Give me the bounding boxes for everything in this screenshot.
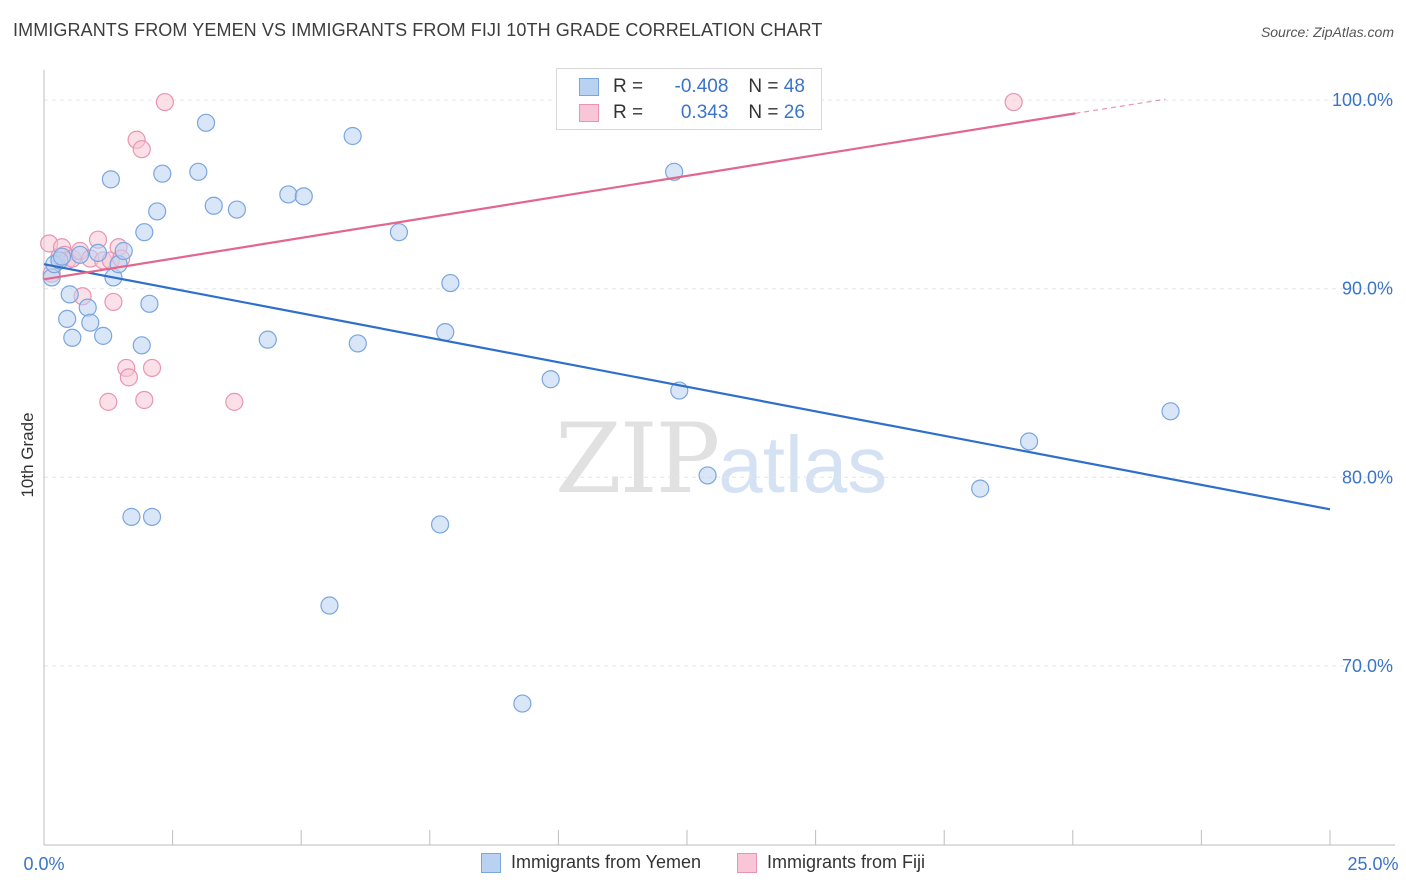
yemen-point (258, 330, 277, 349)
yemen-point (971, 479, 990, 498)
fiji-n-value: 26 (783, 102, 805, 123)
fiji-n-label: N = (748, 102, 779, 123)
yemen-point (513, 694, 532, 713)
fiji-trend-line (43, 112, 1076, 281)
yemen-trend-line (43, 263, 1331, 511)
yemen-point (142, 507, 162, 526)
fiji-point (142, 358, 162, 378)
yemen-point (81, 313, 100, 332)
yemen-n-value: 48 (783, 76, 805, 97)
legend-item-yemen: Immigrants from Yemen (480, 852, 702, 873)
watermark-atlas: atlas (718, 420, 888, 509)
yemen-point (153, 164, 172, 183)
watermark-zip: ZIP (555, 403, 720, 515)
yemen-point (294, 187, 313, 206)
yemen-point (441, 273, 460, 293)
yemen-point (88, 243, 108, 263)
watermark: ZIPatlas (555, 403, 887, 515)
fiji-point (99, 392, 118, 411)
fiji-point (119, 368, 138, 387)
axes (43, 70, 1395, 846)
yemen-point (320, 596, 339, 615)
yemen-point (63, 328, 82, 347)
stats-row-fiji: R = 0.343 N = 26 (579, 101, 805, 125)
fiji-point (104, 292, 123, 312)
yemen-point (204, 196, 223, 215)
trend-lines (43, 98, 1331, 511)
yemen-point (132, 336, 151, 355)
yemen-point (135, 223, 154, 242)
yemen-n-label: N = (748, 76, 779, 97)
fiji-r-value: 0.343 (680, 102, 729, 123)
y-tick-label: 100.0% (1332, 90, 1393, 110)
yemen-point (1161, 402, 1180, 421)
x-tick-label-min: 0.0% (23, 854, 64, 874)
fiji-trend-extension (1075, 98, 1166, 114)
legend-item-fiji: Immigrants from Fiji (737, 852, 925, 873)
series-legend: Immigrants from Yemen Immigrants from Fi… (0, 852, 1406, 873)
yemen-swatch (579, 78, 599, 96)
fiji-r-label: R = (613, 102, 644, 123)
fiji-point (132, 140, 151, 159)
yemen-point (227, 200, 246, 219)
yemen-point (70, 245, 90, 264)
grid-lines (44, 99, 1395, 667)
yemen-r-label: R = (613, 76, 644, 97)
y-tick-label: 70.0% (1342, 656, 1393, 676)
y-tick-label: 90.0% (1342, 279, 1393, 299)
fiji-swatch (579, 104, 599, 122)
yemen-point (140, 294, 159, 313)
legend-swatch-fiji (737, 852, 758, 873)
yemen-point (189, 162, 208, 181)
yemen-point (114, 241, 133, 261)
stats-legend: R = -0.408 N = 48 R = 0.343 N = 26 (556, 68, 822, 130)
fiji-point (135, 390, 154, 410)
tick-labels: 100.0% 90.0% 80.0% 70.0% 0.0% 25.0% (23, 90, 1398, 874)
yemen-point (148, 202, 167, 221)
yemen-point (58, 309, 77, 329)
yemen-point (1019, 432, 1039, 451)
fiji-point (155, 92, 174, 112)
yemen-point (389, 223, 409, 242)
legend-label-yemen: Immigrants from Yemen (510, 852, 702, 872)
yemen-point (78, 298, 97, 317)
y-tick-label: 80.0% (1342, 467, 1393, 487)
x-tick-label-max: 25.0% (1347, 854, 1398, 874)
fiji-point (1004, 92, 1023, 112)
yemen-point (52, 247, 72, 266)
yemen-point (196, 113, 216, 132)
yemen-point (436, 323, 455, 342)
stats-row-yemen: R = -0.408 N = 48 (579, 75, 805, 99)
source-label: Source: ZipAtlas.com (1260, 24, 1394, 40)
legend-label-fiji: Immigrants from Fiji (767, 852, 926, 872)
yemen-point (122, 507, 141, 526)
yemen-point (279, 185, 298, 204)
yemen-point (541, 370, 560, 389)
fiji-points (40, 92, 1023, 411)
yemen-point (665, 162, 684, 181)
yemen-point (94, 326, 113, 345)
yemen-point (101, 170, 120, 189)
yemen-point (348, 334, 367, 353)
yemen-point (60, 285, 79, 304)
yemen-point (698, 466, 717, 485)
yemen-point (343, 126, 362, 146)
yemen-r-value: -0.408 (674, 76, 729, 97)
yemen-point (430, 515, 450, 534)
chart-title: IMMIGRANTS FROM YEMEN VS IMMIGRANTS FROM… (13, 20, 823, 40)
legend-swatch-yemen (480, 852, 501, 873)
fiji-point (225, 392, 244, 411)
yemen-points (42, 113, 1180, 713)
